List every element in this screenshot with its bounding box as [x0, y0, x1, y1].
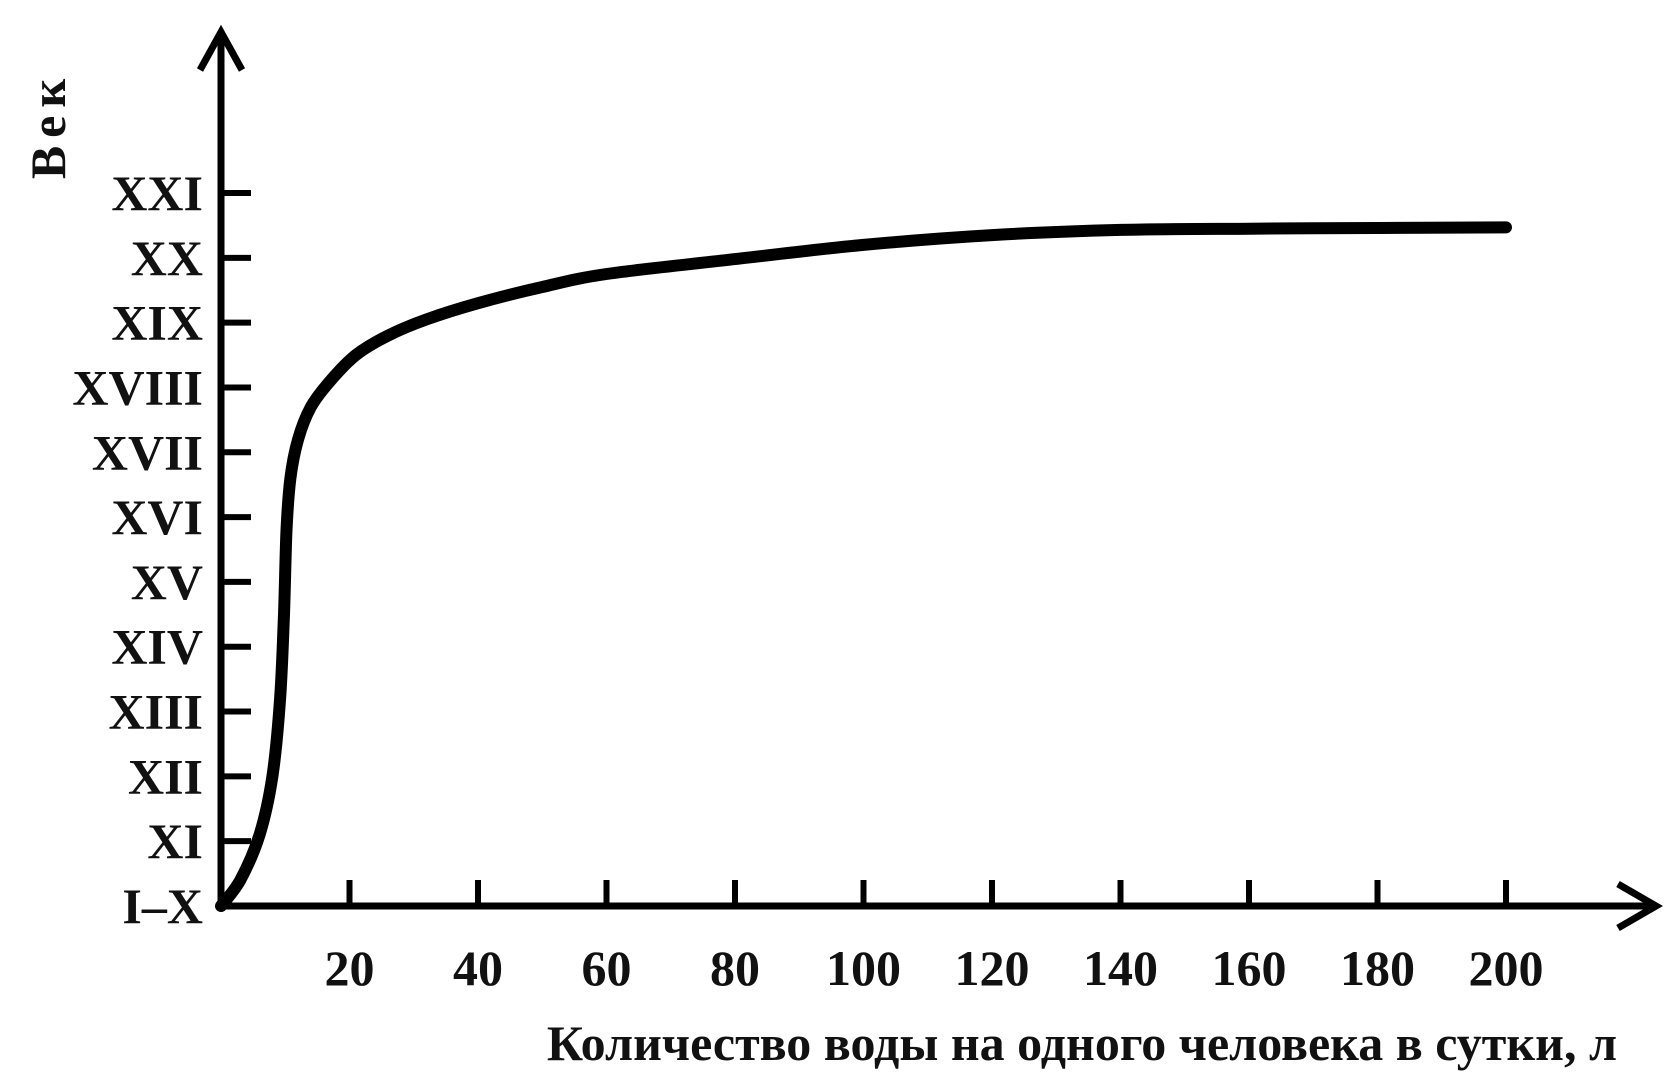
y-tick-label: XXI	[111, 165, 203, 221]
x-tick-label: 40	[453, 940, 503, 996]
y-axis-arrow	[196, 24, 246, 72]
x-tick-label: 60	[582, 940, 632, 996]
y-tick-label: XVII	[92, 424, 203, 480]
y-tick-label: XI	[147, 813, 203, 869]
y-tick-label: XII	[128, 748, 203, 804]
x-tick-label: 120	[955, 940, 1030, 996]
x-tick-label: 180	[1340, 940, 1415, 996]
x-tick-label: 140	[1083, 940, 1158, 996]
y-axis	[196, 24, 246, 906]
x-axis-arrow	[1616, 880, 1663, 932]
x-tick-label: 20	[325, 940, 375, 996]
x-ticks: 20 40 60 80 100 120 140 160 180 200	[325, 880, 1544, 996]
x-tick-label: 100	[826, 940, 901, 996]
y-tick-label: XV	[131, 554, 203, 610]
y-tick-label: XIX	[111, 295, 203, 351]
y-tick-label: I–X	[122, 878, 203, 934]
y-tick-label: XX	[131, 230, 203, 286]
y-tick-label: XVIII	[72, 359, 203, 415]
y-tick-label: XIV	[111, 619, 203, 675]
x-axis-title: Количество воды на одного человека в сут…	[547, 1015, 1617, 1071]
y-tick-label: XVI	[111, 489, 203, 545]
series-line	[215, 221, 1512, 912]
x-tick-label: 200	[1469, 940, 1544, 996]
x-tick-label: 160	[1212, 940, 1287, 996]
x-tick-label: 80	[710, 940, 760, 996]
x-axis	[221, 880, 1663, 932]
y-ticks: I–X XI XII XIII XIV XV XVI XVII XVIII XIX XX XXI	[72, 165, 251, 934]
y-tick-label: XIII	[109, 684, 203, 740]
y-axis-title: Век	[20, 71, 76, 179]
